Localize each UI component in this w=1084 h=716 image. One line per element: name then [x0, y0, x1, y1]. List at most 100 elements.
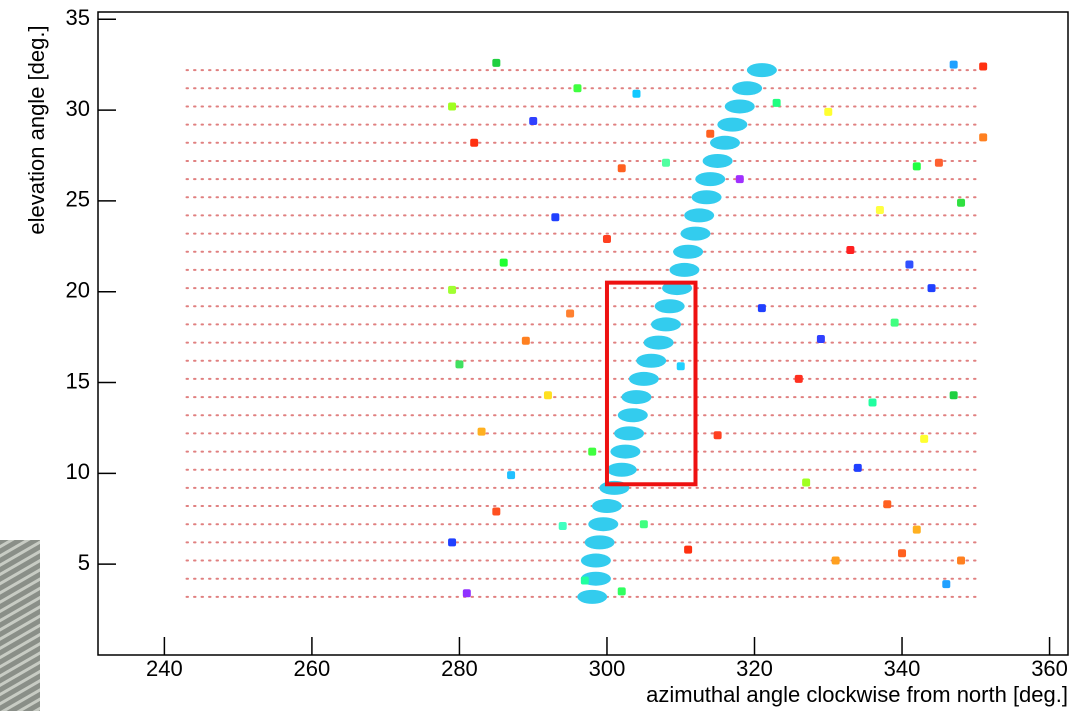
- scatter-point: [706, 129, 715, 138]
- scatter-point: [477, 427, 486, 436]
- scatter-point: [507, 471, 516, 480]
- band-point: [680, 226, 711, 241]
- scatter-point: [521, 336, 530, 345]
- band-point: [669, 262, 700, 277]
- scatter-point: [632, 89, 641, 98]
- scatter-point: [824, 107, 833, 116]
- scatter-point: [979, 133, 988, 142]
- band-point: [673, 244, 704, 259]
- band-point: [591, 499, 622, 514]
- scatter-point: [551, 213, 560, 222]
- scatter-point: [772, 98, 781, 107]
- scatter-point: [920, 434, 929, 443]
- scatter-point: [875, 205, 884, 214]
- scatter-point: [529, 116, 538, 125]
- scatter-point: [794, 374, 803, 383]
- scatter-point: [816, 334, 825, 343]
- scatter-point: [617, 164, 626, 173]
- scatter-point: [492, 507, 501, 516]
- scatter-point: [566, 309, 575, 318]
- scatter-point: [912, 525, 921, 534]
- scatter-point: [580, 576, 589, 585]
- x-tick-label: 280: [441, 656, 478, 681]
- band-point: [650, 317, 681, 332]
- band-point: [724, 99, 755, 114]
- y-tick-label: 15: [66, 368, 90, 393]
- band-point: [606, 462, 637, 477]
- scatter-point: [868, 398, 877, 407]
- scatter-point: [735, 175, 744, 184]
- scatter-point: [448, 285, 457, 294]
- band-point: [614, 426, 645, 441]
- scatter-point: [617, 587, 626, 596]
- scatter-point: [957, 556, 966, 565]
- scatter-point: [912, 162, 921, 171]
- y-tick-label: 20: [66, 278, 90, 303]
- band-point: [732, 81, 763, 96]
- x-tick-label: 300: [589, 656, 626, 681]
- scatter-point: [713, 431, 722, 440]
- scatter-point: [898, 549, 907, 558]
- scatter-point: [846, 245, 855, 254]
- scatter-point: [949, 391, 958, 400]
- x-tick-label: 260: [294, 656, 331, 681]
- band-point: [643, 335, 674, 350]
- highlight-box: [604, 280, 698, 487]
- x-tick-label: 340: [884, 656, 921, 681]
- band-point: [621, 390, 652, 405]
- band-point: [577, 589, 608, 604]
- scatter-point: [684, 545, 693, 554]
- band-point: [654, 299, 685, 314]
- y-tick-label: 25: [66, 187, 90, 212]
- scatter-point: [676, 362, 685, 371]
- x-axis-label: azimuthal angle clockwise from north [de…: [646, 682, 1068, 707]
- scatter-point: [558, 522, 567, 531]
- scatter-point: [934, 158, 943, 167]
- band-point: [610, 444, 641, 459]
- photo-strip: [0, 540, 40, 711]
- scatter-point: [588, 447, 597, 456]
- scatter-point: [757, 304, 766, 313]
- scatter-point: [455, 360, 464, 369]
- scatter-point: [543, 391, 552, 400]
- scatter-point: [942, 580, 951, 589]
- plot-frame: [97, 11, 1069, 656]
- scatter-point: [979, 62, 988, 71]
- band-point: [709, 135, 740, 150]
- band-point: [746, 63, 777, 78]
- scatter-point: [927, 284, 936, 293]
- x-tick-label: 320: [736, 656, 773, 681]
- scatter-point: [949, 60, 958, 69]
- y-tick-label: 5: [78, 550, 90, 575]
- band-point: [691, 190, 722, 205]
- band-point: [584, 535, 615, 550]
- scatter-point: [802, 478, 811, 487]
- y-tick-label: 35: [66, 5, 90, 30]
- scatter-point: [499, 258, 508, 267]
- x-tick-label: 360: [1031, 656, 1068, 681]
- scatter-point: [883, 500, 892, 509]
- band-point: [717, 117, 748, 132]
- x-tick-label: 240: [146, 656, 183, 681]
- band-point: [702, 153, 733, 168]
- scatter-point: [661, 158, 670, 167]
- y-axis-label: elevation angle [deg.]: [24, 25, 49, 234]
- scatter-point: [470, 138, 479, 147]
- scatter-point: [462, 589, 471, 598]
- y-tick-label: 10: [66, 459, 90, 484]
- y-tick-label: 30: [66, 96, 90, 121]
- band-point: [684, 208, 715, 223]
- scatter-point: [492, 58, 501, 67]
- scatter-point: [905, 260, 914, 269]
- band-point: [588, 517, 619, 532]
- band-point: [695, 172, 726, 187]
- band-point: [628, 371, 659, 386]
- scatter-point: [448, 102, 457, 111]
- scatter-point: [448, 538, 457, 547]
- scatter-point: [890, 318, 899, 327]
- scatter-point: [573, 84, 582, 93]
- scatter-point: [853, 463, 862, 472]
- scatter-point: [639, 520, 648, 529]
- scatter-point: [602, 235, 611, 244]
